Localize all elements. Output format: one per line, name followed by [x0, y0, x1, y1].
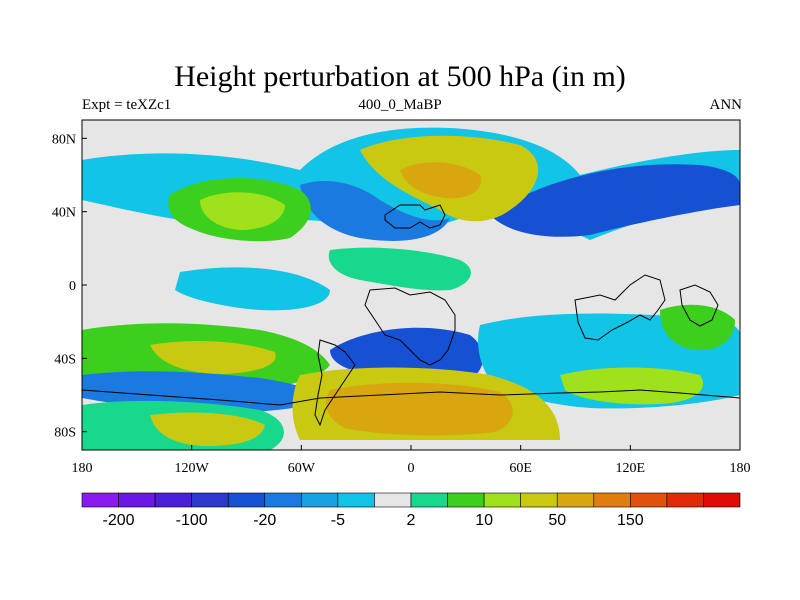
colorbar-label: -100: [176, 512, 208, 529]
colorbar-label: 10: [475, 512, 493, 529]
x-tick-label: 180: [72, 461, 93, 476]
field-southern-core: [325, 382, 513, 436]
field-greenland-core: [400, 162, 481, 199]
field-australia-high: [660, 304, 735, 350]
colorbar-swatch: [301, 492, 339, 508]
colorbar-label: -20: [253, 512, 276, 529]
coastline-north-atlantic: [384, 204, 446, 229]
colorbar-swatch: [556, 492, 595, 508]
colorbar-swatch: [154, 492, 192, 508]
x-tick-label: 60W: [288, 461, 316, 476]
x-axis: 180 120W 60W 0 60E 120E 180: [72, 445, 751, 476]
field-na-core: [200, 192, 285, 230]
colorbar-swatch: [337, 492, 375, 508]
period-label: 400_0_MaBP: [358, 97, 442, 113]
colorbar-swatch: [410, 492, 448, 508]
y-tick-label: 80N: [52, 132, 76, 147]
coastline-south-america: [314, 339, 356, 427]
field-tropical-band: [175, 267, 330, 311]
field-south-core: [150, 340, 276, 374]
colorbar-label: -200: [103, 512, 135, 529]
y-tick-label: 80S: [54, 426, 76, 441]
colorbar-swatch: [264, 492, 302, 508]
colorbar: -200 -100 -20 -5 2 10 50 150: [81, 492, 741, 529]
chart-title: Height perturbation at 500 hPa (in m): [174, 60, 626, 93]
colorbar-label: 50: [548, 512, 566, 529]
y-tick-label: 0: [69, 279, 76, 294]
x-tick-label: 0: [408, 461, 415, 476]
x-tick-label: 120W: [175, 461, 210, 476]
y-axis: 80N 40N 0 40S 80S: [52, 132, 87, 441]
colorbar-swatch: [666, 492, 704, 508]
colorbar-swatch: [191, 492, 229, 508]
field-ne-blue: [490, 164, 740, 237]
colorbar-swatch: [227, 492, 266, 508]
colorbar-swatch: [118, 492, 156, 508]
colorbar-swatch: [520, 492, 558, 508]
colorbar-label: 150: [617, 512, 644, 529]
field-tropical-green: [328, 247, 471, 291]
coastline-australia: [679, 284, 719, 327]
y-tick-label: 40S: [54, 352, 76, 367]
colorbar-swatch: [630, 492, 668, 508]
season-label: ANN: [709, 97, 743, 113]
x-tick-label: 120E: [616, 461, 646, 476]
colorbar-swatch: [483, 492, 521, 508]
x-tick-label: 180: [730, 461, 751, 476]
colorbar-swatch: [374, 492, 412, 508]
colorbar-swatch: [593, 492, 631, 508]
colorbar-swatch: [703, 492, 741, 508]
continent-outlines: [82, 204, 740, 427]
field-indian-high: [560, 367, 704, 405]
field-sw-core: [150, 412, 265, 446]
coastline-asia: [574, 274, 666, 341]
colorbar-swatch: [447, 492, 485, 508]
experiment-label: Expt = teXZc1: [82, 97, 172, 113]
map-area: [82, 120, 740, 450]
coastline-europe-africa: [364, 287, 456, 366]
x-tick-label: 60E: [509, 461, 532, 476]
coastline-antarctica: [82, 389, 740, 406]
contour-fields: [82, 127, 740, 450]
colorbar-label: 2: [407, 512, 416, 529]
y-tick-label: 40N: [52, 206, 76, 221]
colorbar-swatch: [81, 492, 119, 508]
colorbar-label: -5: [331, 512, 345, 529]
